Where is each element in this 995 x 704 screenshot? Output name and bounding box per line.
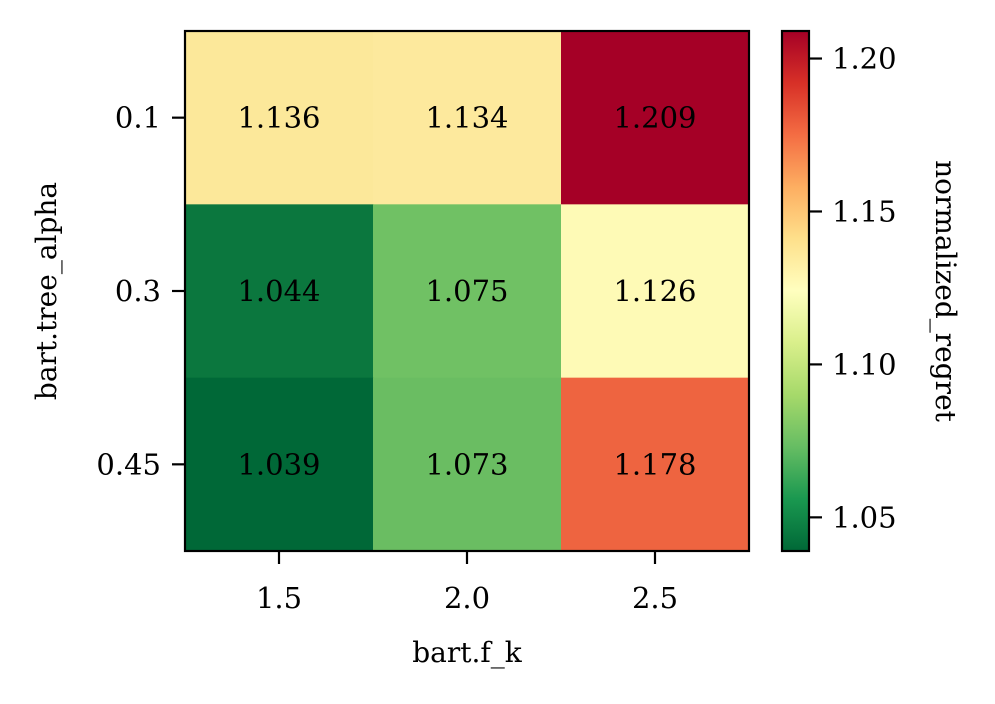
y-tick-label: 0.1: [115, 101, 161, 135]
x-tick-label: 2.0: [444, 581, 490, 615]
colorbar-tick-label: 1.15: [832, 194, 897, 228]
heatmap-cell: [561, 204, 750, 379]
x-axis-ticks: 1.5 2.0 2.5: [256, 551, 678, 615]
colorbar-tick-label: 1.05: [832, 500, 897, 534]
cell-value-label: 1.209: [613, 101, 696, 135]
cell-value-label: 1.134: [425, 101, 508, 135]
x-tick-label: 2.5: [632, 581, 678, 615]
cell-value-label: 1.075: [425, 274, 508, 308]
colorbar-ticks: 1.05 1.10 1.15 1.20: [809, 42, 897, 534]
y-tick-label: 0.3: [115, 274, 161, 308]
y-axis-ticks: 0.1 0.3 0.45: [96, 101, 185, 481]
heatmap-cell: [185, 377, 374, 552]
heatmap-cell: [561, 377, 750, 552]
colorbar-tick-label: 1.10: [832, 347, 897, 381]
heatmap-cells: [185, 31, 750, 552]
colorbar: [780, 29, 811, 553]
heatmap-cell: [373, 204, 562, 379]
cell-value-label: 1.178: [613, 447, 696, 481]
heatmap-cell: [185, 204, 374, 379]
cell-value-label: 1.039: [237, 447, 320, 481]
cell-value-label: 1.126: [613, 274, 696, 308]
cell-value-label: 1.073: [425, 447, 508, 481]
x-axis-label: bart.f_k: [412, 636, 523, 669]
colorbar-label: normalized_regret: [929, 160, 962, 423]
heatmap-cell: [373, 31, 562, 205]
heatmap-cell: [185, 31, 374, 205]
heatmap-value-labels: 1.136 1.134 1.209 1.044 1.075 1.126 1.039 1.073…: [237, 101, 696, 482]
cell-value-label: 1.044: [237, 274, 320, 308]
heatmap-cell: [373, 377, 562, 552]
y-tick-label: 0.45: [96, 447, 161, 481]
y-axis-label: bart.tree_alpha: [30, 182, 63, 400]
colorbar-tick-label: 1.20: [832, 42, 897, 76]
heatmap-cell: [561, 31, 750, 205]
cell-value-label: 1.136: [237, 101, 320, 135]
x-tick-label: 1.5: [256, 581, 302, 615]
